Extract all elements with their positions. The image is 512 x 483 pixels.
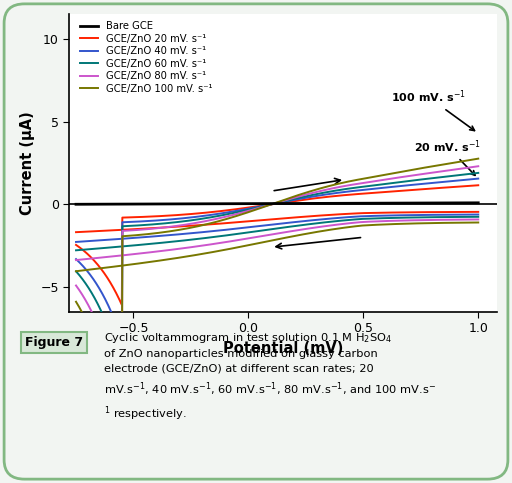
Legend: Bare GCE, GCE/ZnO 20 mV. s⁻¹, GCE/ZnO 40 mV. s⁻¹, GCE/ZnO 60 mV. s⁻¹, GCE/ZnO 80: Bare GCE, GCE/ZnO 20 mV. s⁻¹, GCE/ZnO 40… xyxy=(78,19,215,96)
Text: Cyclic voltammogram in test solution 0.1 M H$_2$SO$_4$
of ZnO nanoparticles modi: Cyclic voltammogram in test solution 0.1… xyxy=(103,331,436,423)
Text: 20 mV. s$^{-1}$: 20 mV. s$^{-1}$ xyxy=(414,138,481,175)
Y-axis label: Current (μA): Current (μA) xyxy=(19,111,35,215)
X-axis label: Potential (mV): Potential (mV) xyxy=(223,341,343,355)
Text: Figure 7: Figure 7 xyxy=(25,336,83,349)
Text: 100 mV. s$^{-1}$: 100 mV. s$^{-1}$ xyxy=(391,89,475,130)
